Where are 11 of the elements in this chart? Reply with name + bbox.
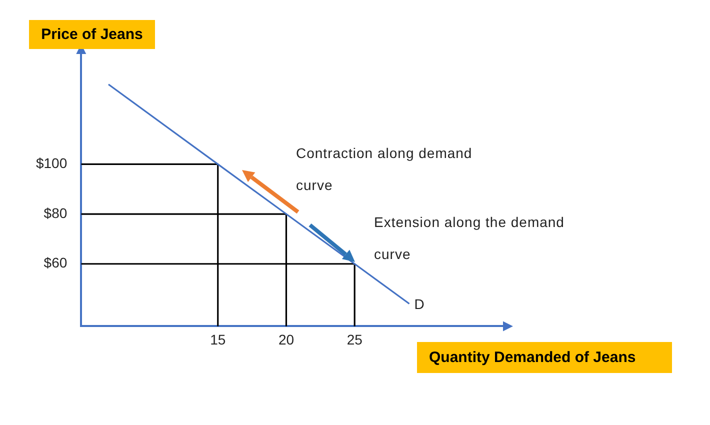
y-tick-label: $60 bbox=[44, 254, 68, 271]
y-axis-title: Price of Jeans bbox=[29, 20, 155, 49]
annotation: Contraction along demand curve bbox=[296, 144, 474, 195]
x-tick-label: 20 bbox=[278, 331, 294, 348]
series-label: D bbox=[414, 294, 425, 314]
x-tick-label: 15 bbox=[210, 331, 226, 348]
x-axis-title: Quantity Demanded of Jeans bbox=[417, 342, 672, 374]
y-tick-label: $100 bbox=[36, 155, 68, 172]
annotation: Extension along the demand curve bbox=[374, 213, 566, 264]
x-tick-label: 25 bbox=[346, 331, 363, 348]
y-tick-label: $80 bbox=[44, 204, 68, 221]
